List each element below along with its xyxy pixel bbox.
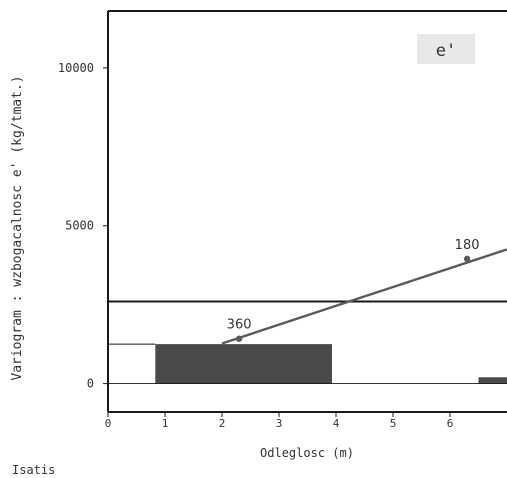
y-tick-label: 10000 [58, 61, 94, 75]
badge-label: e' [436, 41, 456, 61]
histogram-bar [478, 377, 507, 384]
x-tick-label: 2 [219, 417, 226, 430]
point-label: 180 [455, 238, 480, 253]
point-label: 360 [227, 318, 252, 333]
x-tick-label: 1 [162, 417, 169, 430]
footer-label: Isatis [12, 463, 55, 477]
x-tick-label: 4 [333, 417, 340, 430]
y-tick-label: 5000 [65, 219, 94, 233]
experimental-point [463, 255, 471, 263]
y-axis-label: Variogram : wzbogacalnosc e' (kg/tmat.) [10, 75, 25, 380]
x-tick-label: 3 [276, 417, 283, 430]
x-tick-label: 6 [447, 417, 454, 430]
y-tick-label: 0 [87, 377, 94, 391]
badge-box [417, 34, 475, 64]
histogram-bar [155, 344, 333, 384]
x-tick-label: 0 [105, 417, 112, 430]
experimental-point [235, 335, 243, 342]
model-line [221, 248, 507, 345]
x-axis-label: Odleglosc (m) [260, 446, 354, 460]
x-tick-label: 5 [390, 417, 397, 430]
